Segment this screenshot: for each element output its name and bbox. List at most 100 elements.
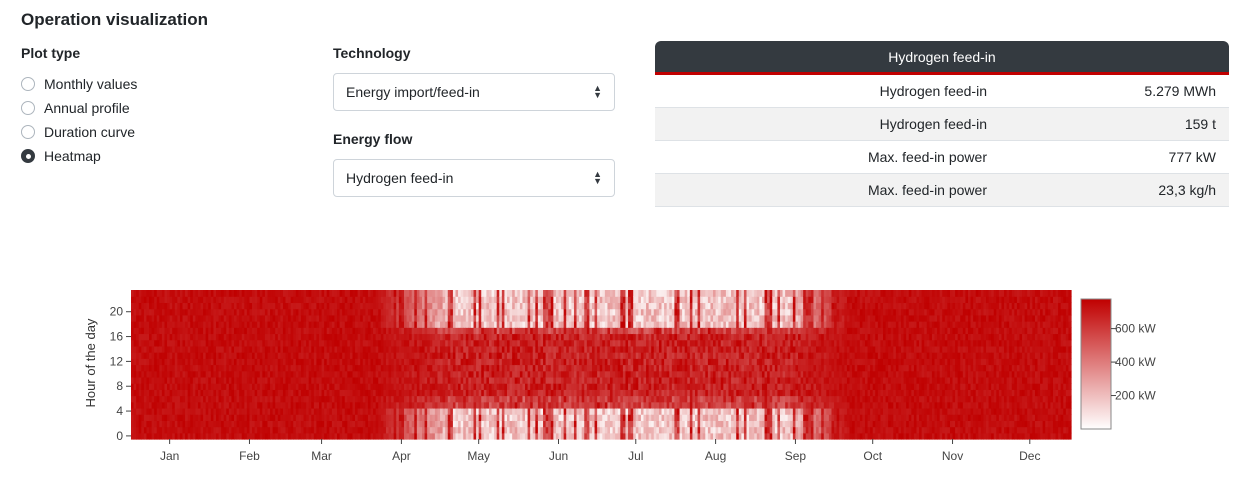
heatmap-cell [476, 395, 480, 403]
technology-select[interactable]: Energy import/feed-in ▲ ▼ [333, 73, 615, 111]
heatmap-cell [239, 314, 243, 322]
heatmap-cell [440, 327, 444, 335]
heatmap-cell [290, 376, 294, 384]
heatmap-cell [213, 345, 217, 353]
heatmap-cell [167, 327, 171, 335]
heatmap-cell [378, 407, 382, 415]
heatmap-cell [300, 321, 305, 328]
heatmap-cell [604, 376, 609, 384]
heatmap-cell [396, 376, 400, 384]
heatmap-cell [452, 314, 457, 322]
heatmap-cell [231, 302, 235, 310]
energy-flow-select[interactable]: Hydrogen feed-in ▲ ▼ [333, 159, 615, 197]
radio-button[interactable] [21, 125, 35, 139]
heatmap-cell [597, 296, 601, 304]
heatmap-cell [213, 339, 217, 347]
heatmap-cell [555, 339, 560, 347]
heatmap-cell [422, 407, 426, 415]
heatmap-cell [658, 302, 663, 310]
heatmap-cell [182, 321, 186, 328]
heatmap-cell [488, 432, 493, 440]
heatmap-cell [195, 308, 199, 316]
heatmap-cell [270, 389, 274, 397]
heatmap-cell [403, 401, 408, 409]
heatmap-cell [298, 352, 302, 359]
heatmap-cell [563, 302, 567, 310]
heatmap-cell [586, 327, 591, 335]
heatmap-cell [311, 358, 315, 366]
heatmap-cell [208, 383, 212, 390]
radio-button[interactable] [21, 101, 35, 115]
heatmap-cell [179, 290, 184, 297]
radio-annual-profile[interactable]: Annual profile [21, 96, 137, 120]
heatmap-cell [589, 389, 593, 397]
radio-heatmap[interactable]: Heatmap [21, 144, 137, 168]
heatmap-cell [197, 296, 202, 304]
heatmap-cell [143, 407, 148, 415]
heatmap-cell [522, 426, 526, 434]
heatmap-cell [499, 296, 503, 304]
heatmap-cell [282, 426, 287, 434]
heatmap-cell [540, 327, 544, 335]
heatmap-cell [530, 321, 534, 328]
heatmap-cell [414, 352, 418, 359]
heatmap-cell [543, 345, 547, 353]
heatmap-cell [272, 296, 276, 304]
heatmap-cell [620, 364, 624, 372]
heatmap-cell [249, 407, 253, 415]
heatmap-cell [393, 414, 397, 421]
heatmap-cell [378, 370, 382, 378]
radio-button[interactable] [21, 77, 35, 91]
heatmap-cell [548, 420, 552, 428]
radio-duration-curve[interactable]: Duration curve [21, 120, 137, 144]
heatmap-cell [486, 420, 490, 428]
heatmap-cell [445, 376, 449, 384]
heatmap-cell [548, 302, 552, 310]
heatmap-cell [167, 345, 171, 353]
heatmap-cell [429, 407, 433, 415]
heatmap-cell [401, 358, 405, 366]
heatmap-cell [257, 308, 261, 316]
heatmap-cell [563, 308, 567, 316]
heatmap-cell [161, 383, 166, 390]
heatmap-cell [270, 314, 274, 322]
heatmap-cell [192, 376, 196, 384]
heatmap-cell [295, 290, 299, 297]
heatmap-cell [422, 333, 426, 341]
heatmap-cell [463, 333, 467, 341]
heatmap-cell [543, 389, 547, 397]
heatmap-cell [298, 314, 302, 322]
heatmap-cell [625, 290, 629, 297]
heatmap-cell [473, 333, 477, 341]
heatmap-cell [313, 352, 318, 359]
heatmap-cell [653, 296, 657, 304]
heatmap-cell [149, 339, 153, 347]
row-label: Max. feed-in power [867, 149, 987, 165]
radio-monthly-values[interactable]: Monthly values [21, 72, 137, 96]
heatmap-cell [494, 352, 498, 359]
heatmap-cell [172, 414, 176, 421]
heatmap-cell [380, 339, 384, 347]
radio-button[interactable] [21, 149, 35, 163]
heatmap-cell [190, 432, 194, 440]
heatmap-cell [630, 370, 634, 378]
heatmap-cell [530, 345, 534, 353]
heatmap-cell [537, 327, 542, 335]
heatmap-cell [494, 414, 498, 421]
heatmap-cell [610, 296, 614, 304]
heatmap-cell [509, 302, 513, 310]
heatmap-cell [630, 290, 634, 297]
heatmap-cell [550, 296, 554, 304]
heatmap-cell [344, 314, 348, 322]
heatmap-cell [149, 358, 153, 366]
heatmap-cell [414, 414, 418, 421]
heatmap-cell [501, 401, 506, 409]
heatmap-cell [643, 314, 647, 322]
heatmap-cell [277, 401, 281, 409]
heatmap-cell [344, 327, 348, 335]
heatmap-cell [414, 308, 418, 316]
heatmap-cell [272, 414, 276, 421]
heatmap-cell [246, 302, 251, 310]
heatmap-cell [393, 308, 397, 316]
heatmap-cell [285, 414, 289, 421]
